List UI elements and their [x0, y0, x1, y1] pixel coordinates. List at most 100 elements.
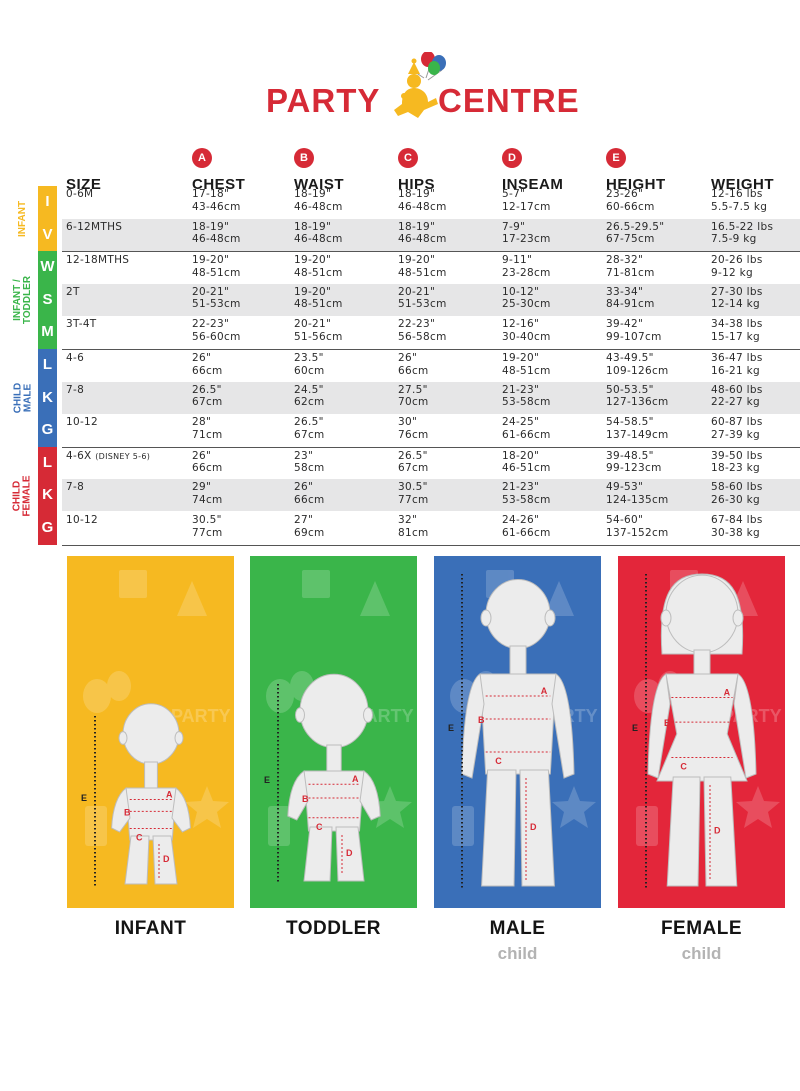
head-shape [299, 673, 369, 749]
size-letter: M [38, 316, 57, 349]
star-icon [552, 786, 596, 828]
measure-badge-hips: C [398, 148, 418, 168]
cup-icon [268, 806, 290, 846]
cell-waist: 26" 66cm [294, 481, 325, 506]
cell-height: 54-60" 137-152cm [606, 514, 669, 539]
measure-label: C [136, 833, 143, 843]
left-arm-shape [647, 673, 671, 779]
cell-size: 7-8 [66, 481, 85, 494]
torso-shape [303, 770, 365, 832]
torso-shape [656, 673, 748, 782]
left-arm-shape [461, 673, 485, 779]
head-shape [122, 703, 180, 765]
cell-waist: 27" 69cm [294, 514, 325, 539]
torso-shape [479, 673, 557, 775]
measurement-guides [308, 783, 360, 875]
cell-inseam: 10-12" 25-30cm [502, 285, 551, 311]
size-letter: L [38, 446, 57, 480]
header-label-waist: WAIST [294, 176, 344, 193]
measure-label: B [124, 807, 131, 817]
ear-shape [480, 609, 492, 627]
neck-shape [509, 645, 527, 679]
cell-hips: 19-20" 48-51cm [398, 254, 447, 279]
group-label-wrap: INFANT / TODDLER [12, 251, 33, 349]
size-value: 4-6X [66, 449, 92, 462]
group-label: INFANT [17, 200, 29, 237]
size-letter: L [38, 349, 57, 382]
size-letter: W [38, 251, 57, 284]
body-silhouette [647, 573, 757, 887]
left-leg-shape [303, 826, 333, 882]
cell-weight: 20-26 lbs 9-12 kg [711, 254, 763, 279]
ear-shape [544, 609, 556, 627]
party-hat-icon [544, 581, 574, 616]
measure-label: E [448, 723, 454, 733]
cell-weight: 58-60 lbs 26-30 kg [711, 481, 763, 506]
left-leg-shape [481, 769, 517, 887]
cell-hips: 32" 81cm [398, 514, 429, 539]
measure-label: A [352, 774, 359, 784]
group-label: CHILD MALE [12, 382, 33, 414]
body-silhouette [461, 578, 575, 887]
table-row: 7-8 26.5" 67cm 24.5" 62cm 27.5" 70cm 21-23" … [62, 381, 800, 414]
cell-weight: 27-30 lbs 12-14 kg [711, 285, 763, 311]
table-row: 10-12 30.5" 77cm 27" 69cm 32" 81cm 24-26" 61… [62, 512, 800, 544]
cell-weight: 67-84 lbs 30-38 kg [711, 514, 763, 539]
party-pattern-decor [83, 570, 229, 846]
measure-label: C [495, 756, 502, 766]
cell-inseam: 5-7" 12-17cm [502, 188, 551, 213]
cell-height: 39-42" 99-107cm [606, 318, 662, 343]
cell-hips: 20-21" 51-53cm [398, 285, 447, 311]
cell-chest: 30.5" 77cm [192, 514, 223, 539]
table-row: 7-8 29" 74cm 26" 66cm 30.5" 77cm 21-23" 53-5… [62, 479, 800, 512]
header-label-weight: WEIGHT [711, 176, 774, 193]
ear-shape [118, 731, 128, 745]
cell-hips: 22-23" 56-58cm [398, 318, 447, 343]
header-label-height: HEIGHT [606, 176, 666, 193]
measure-badge-chest: A [192, 148, 212, 168]
cell-hips: 26.5" 67cm [398, 449, 429, 475]
measure-badge-inseam: D [502, 148, 522, 168]
measure-label: D [346, 848, 353, 858]
cell-chest: 26.5" 67cm [192, 383, 223, 409]
group-label-wrap: INFANT [14, 186, 32, 251]
cell-hips: 30.5" 77cm [398, 481, 429, 506]
measurement-guides [129, 798, 173, 878]
cell-chest: 26" 66cm [192, 449, 223, 475]
ear-shape [295, 707, 305, 723]
table-row: 4-6X (DISNEY 5-6) 26" 66cm 23" 58cm 26.5" 6… [62, 446, 800, 479]
cell-size: 10-12 [66, 416, 99, 429]
torso-shape [125, 787, 177, 841]
cell-weight: 16.5-22 lbs 7.5-9 kg [711, 220, 774, 246]
left-arm-shape [111, 787, 131, 833]
cell-waist: 19-20" 48-51cm [294, 254, 343, 279]
cell-waist: 18-19" 46-48cm [294, 188, 343, 213]
table-row: 4-6 26" 66cm 23.5" 60cm 26" 66cm 19-20" 48-5… [62, 349, 800, 381]
logo-word-party: PARTY [266, 82, 381, 119]
clown-balloons-icon [394, 52, 446, 118]
group-label-wrap: CHILD FEMALE [12, 447, 34, 545]
header-label-inseam: INSEAM [502, 176, 564, 193]
measure-label: B [664, 718, 671, 728]
cell-inseam: 9-11" 23-28cm [502, 254, 551, 279]
size-note: (DISNEY 5-6) [95, 451, 151, 461]
measure-label: A [166, 789, 173, 799]
balloon-icon [107, 671, 131, 701]
cell-inseam: 12-16" 30-40cm [502, 318, 551, 343]
measure-label: A [724, 688, 731, 698]
caption-female: FEMALE [660, 918, 743, 939]
size-letter: S [38, 283, 57, 317]
cell-weight: 60-87 lbs 27-39 kg [711, 416, 763, 441]
measure-label: E [632, 723, 638, 733]
measure-label: C [316, 822, 323, 832]
measure-label: E [81, 793, 87, 803]
cell-size: 0-6M [66, 188, 94, 200]
group-label: CHILD FEMALE [12, 475, 34, 517]
caption-male: MALE [489, 918, 546, 939]
cell-height: 23-26" 60-66cm [606, 188, 655, 213]
cell-height: 49-53" 124-135cm [606, 481, 669, 506]
head-shape [485, 578, 551, 650]
